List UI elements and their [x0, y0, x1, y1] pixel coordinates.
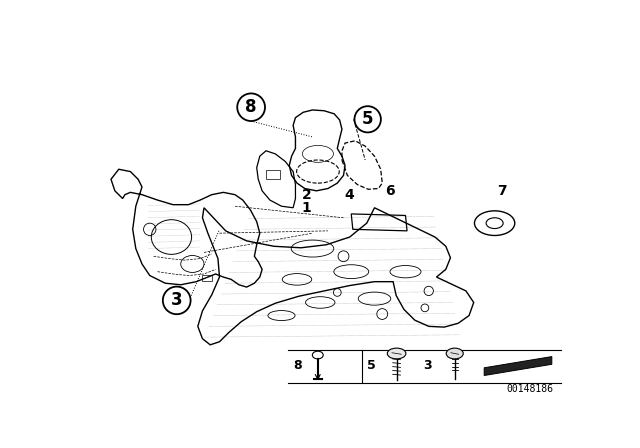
Text: 7: 7 [497, 184, 507, 198]
Text: 8: 8 [293, 359, 302, 372]
Text: 3: 3 [171, 291, 182, 310]
Polygon shape [484, 357, 552, 375]
Text: 3: 3 [423, 359, 432, 372]
Text: 4: 4 [345, 188, 355, 202]
Circle shape [163, 287, 191, 314]
Circle shape [355, 106, 381, 133]
Text: 2: 2 [301, 188, 311, 202]
Ellipse shape [387, 348, 406, 359]
Bar [202, 275, 212, 281]
Text: 5: 5 [362, 110, 373, 128]
Text: 00148186: 00148186 [507, 384, 554, 394]
Text: 8: 8 [245, 98, 257, 116]
Text: 5: 5 [367, 359, 376, 372]
Ellipse shape [446, 348, 463, 359]
Circle shape [237, 94, 265, 121]
Bar [266, 170, 280, 179]
Text: 1: 1 [301, 201, 311, 215]
Text: 6: 6 [385, 184, 395, 198]
